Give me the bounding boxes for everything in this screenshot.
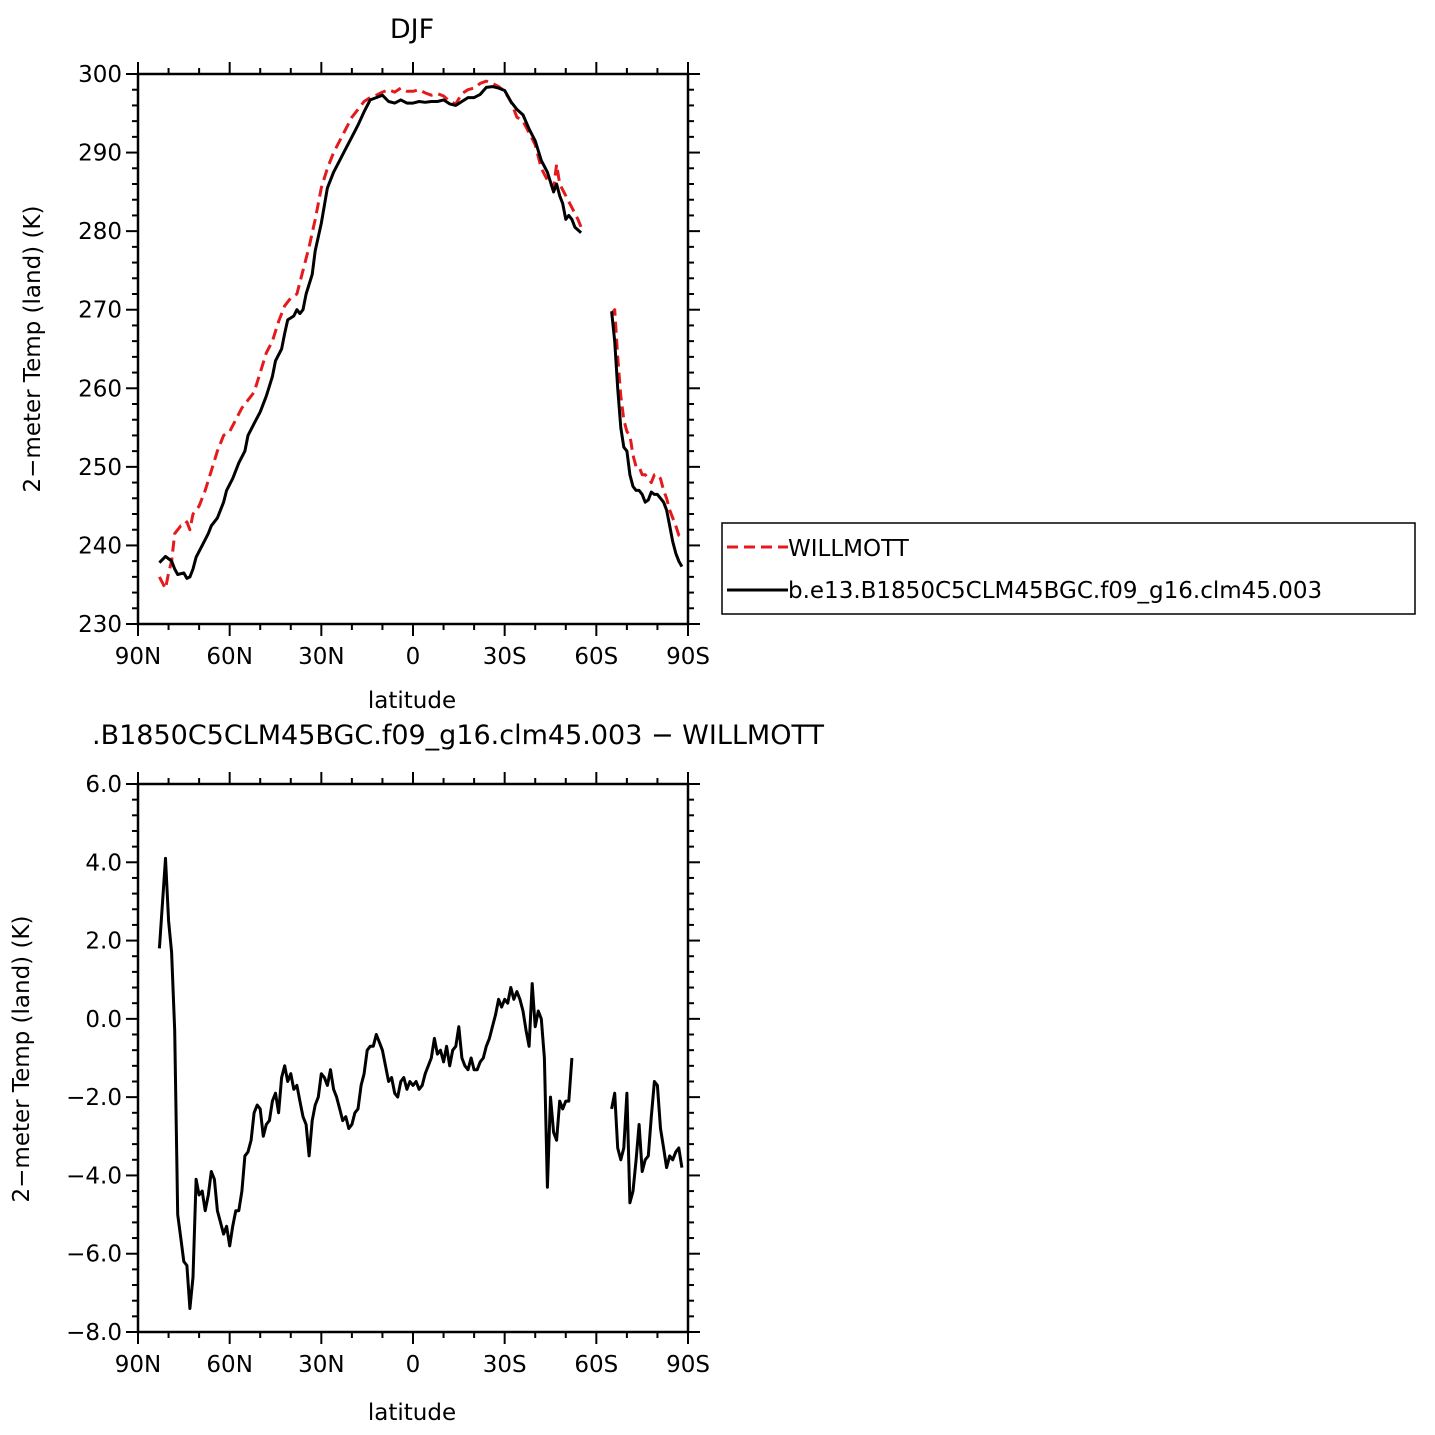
chart-title-bottom: .B1850C5CLM45BGC.f09_g16.clm45.003 − WIL… xyxy=(92,720,824,751)
legend: WILLMOTT b.e13.B1850C5CLM45BGC.f09_g16.c… xyxy=(721,522,1416,615)
y-axis-label-bottom: 2−meter Temp (land) (K) xyxy=(9,916,35,1203)
y-tick-label-top-3: 260 xyxy=(78,376,122,402)
x-tick-label-bottom-0: 90N xyxy=(115,1352,161,1378)
x-tick-label-bottom-2: 30N xyxy=(298,1352,344,1378)
y-tick-label-top-5: 280 xyxy=(78,219,122,245)
x-tick-label-top-0: 90N xyxy=(115,644,161,670)
panel-top: DJF 2−meter Temp (land) (K) latitude 90N… xyxy=(20,14,710,714)
x-tick-label-top-3: 0 xyxy=(406,644,421,670)
series-line-top-1-1 xyxy=(610,311,684,568)
legend-box xyxy=(721,522,1416,615)
y-axis-label-top: 2−meter Temp (land) (K) xyxy=(20,206,46,493)
y-tick-label-bottom-3: −2.0 xyxy=(66,1085,122,1111)
x-tick-label-bottom-1: 60N xyxy=(206,1352,252,1378)
y-tick-label-top-2: 250 xyxy=(78,455,122,481)
x-tick-label-top-5: 60S xyxy=(574,644,618,670)
series-top xyxy=(158,79,684,591)
series-line-top-1-0 xyxy=(158,85,583,580)
y-tick-label-top-6: 290 xyxy=(78,141,122,167)
series-line-bottom-0-0 xyxy=(157,856,574,1310)
plot-frame-bottom xyxy=(136,782,690,1334)
x-tick-label-bottom-3: 0 xyxy=(406,1352,421,1378)
x-axis-label-top: latitude xyxy=(368,688,456,714)
plot-frame-top xyxy=(136,72,690,626)
y-tick-label-top-4: 270 xyxy=(78,298,122,324)
series-line-bottom-0-1 xyxy=(610,1080,684,1205)
y-tick-label-top-1: 240 xyxy=(78,533,122,559)
y-tick-label-bottom-5: 2.0 xyxy=(85,929,122,955)
x-tick-label-bottom-4: 30S xyxy=(483,1352,527,1378)
series-bottom xyxy=(157,856,684,1310)
ticks-bottom: 90N 60N 30N 0 30S 60S 90S −8.0 −6.0 −4.0 −2.0 0.0 2.… xyxy=(66,772,710,1378)
x-tick-label-top-6: 90S xyxy=(666,644,710,670)
y-tick-label-bottom-1: −6.0 xyxy=(66,1242,122,1268)
x-tick-label-bottom-6: 90S xyxy=(666,1352,710,1378)
legend-label-model: b.e13.B1850C5CLM45BGC.f09_g16.clm45.003 xyxy=(788,578,1322,604)
chart-title-top: DJF xyxy=(390,14,434,45)
y-tick-label-bottom-7: 6.0 xyxy=(85,772,122,798)
y-tick-label-bottom-2: −4.0 xyxy=(66,1163,122,1189)
panel-bottom: .B1850C5CLM45BGC.f09_g16.clm45.003 − WIL… xyxy=(9,720,824,1426)
x-tick-label-bottom-5: 60S xyxy=(574,1352,618,1378)
y-tick-label-top-0: 230 xyxy=(78,612,122,638)
x-tick-label-top-4: 30S xyxy=(483,644,527,670)
series-line-top-0-0 xyxy=(158,79,583,591)
y-tick-label-bottom-0: −8.0 xyxy=(66,1320,122,1346)
x-axis-label-bottom: latitude xyxy=(368,1400,456,1426)
y-tick-label-bottom-4: 0.0 xyxy=(85,1007,122,1033)
legend-label-willmott: WILLMOTT xyxy=(788,536,910,562)
x-tick-label-top-2: 30N xyxy=(298,644,344,670)
y-tick-label-top-7: 300 xyxy=(78,62,122,88)
x-tick-label-top-1: 60N xyxy=(206,644,252,670)
y-tick-label-bottom-6: 4.0 xyxy=(85,850,122,876)
series-line-top-0-1 xyxy=(610,308,683,539)
